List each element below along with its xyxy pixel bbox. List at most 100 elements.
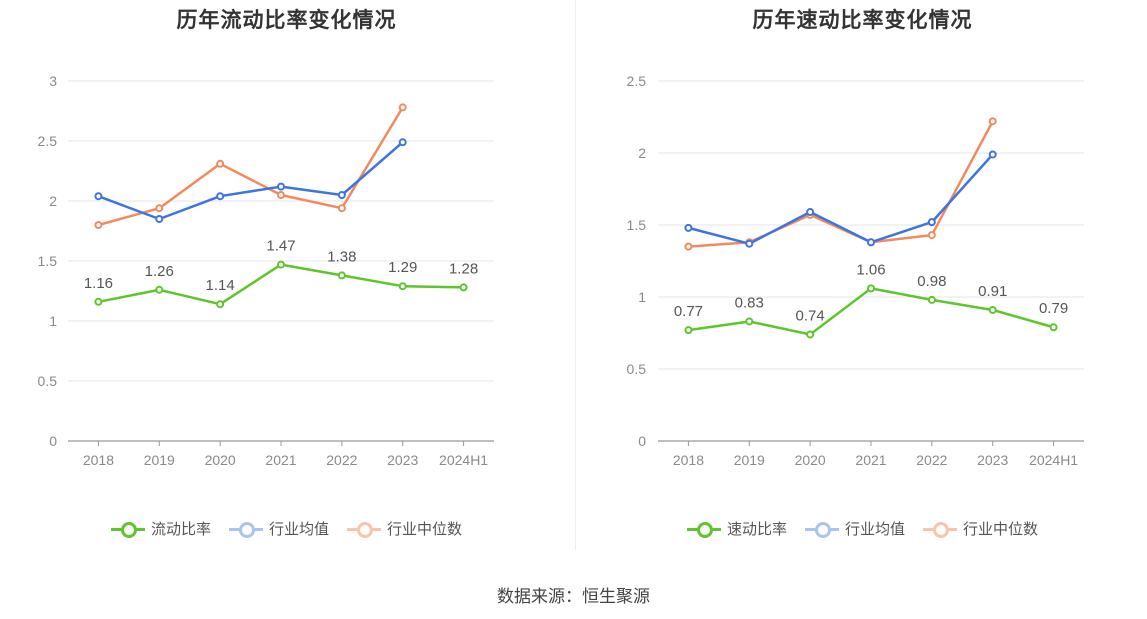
data-point-median <box>398 103 407 112</box>
data-point-avg <box>155 215 164 223</box>
x-tick-label: 2021 <box>265 452 296 468</box>
legend-item-industry-median[interactable]: 行业中位数 <box>347 518 462 539</box>
data-point-median <box>94 221 103 229</box>
x-tick-label: 2022 <box>326 452 357 468</box>
panel-divider <box>575 0 576 550</box>
data-point-main <box>398 282 407 291</box>
current-ratio-chart: 0 0.5 1 1.5 2 2.5 3 2018 2019 2020 2021 2022 2023 202… <box>38 73 494 468</box>
legend-label: 行业均值 <box>844 520 905 538</box>
data-label: 0.77 <box>674 303 703 320</box>
x-tick-label: 2024H1 <box>439 452 488 468</box>
legend-line-circle-icon <box>347 519 381 539</box>
data-point-main <box>216 300 225 309</box>
data-label: 1.16 <box>84 275 113 292</box>
data-point-avg <box>94 192 103 201</box>
quick-ratio-chart: 0 0.5 1 1.5 2 2.5 2018 2019 2020 2021 2022 2023 2024… <box>627 73 1084 468</box>
y-tick-label: 1 <box>49 313 57 329</box>
legend-line-circle-icon <box>110 519 145 539</box>
data-point-main <box>1049 323 1058 332</box>
legend-line-circle-icon <box>923 519 957 539</box>
data-point-median <box>277 191 285 199</box>
data-point-main <box>988 305 997 314</box>
legend-label: 速动比率 <box>726 520 787 538</box>
legend-item-current-ratio[interactable]: 流动比率 <box>110 518 211 539</box>
x-tick-label: 2023 <box>387 452 418 468</box>
legend-label: 流动比率 <box>150 520 211 538</box>
data-point-avg <box>745 239 754 248</box>
legend-item-industry-median[interactable]: 行业中位数 <box>923 518 1038 539</box>
y-tick-label: 2 <box>638 145 646 161</box>
data-point-main <box>337 271 346 280</box>
legend-item-industry-average[interactable]: 行业均值 <box>804 518 905 539</box>
data-label: 1.06 <box>856 261 885 278</box>
x-tick-label: 2022 <box>916 452 947 468</box>
x-tick-label: 2019 <box>144 452 175 468</box>
data-label: 1.26 <box>145 263 174 280</box>
data-point-avg <box>867 238 875 247</box>
data-label: 1.38 <box>327 248 356 265</box>
data-point-main <box>94 297 103 306</box>
data-point-avg <box>806 208 815 217</box>
data-point-main <box>459 283 468 292</box>
y-tick-label: 0 <box>49 433 57 449</box>
y-tick-label: 0.5 <box>38 373 58 389</box>
legend-item-industry-average[interactable]: 行业均值 <box>228 518 329 539</box>
series-line-median <box>98 106 404 227</box>
y-tick-label: 2.5 <box>627 73 647 89</box>
data-point-main <box>927 295 936 304</box>
legend: 流动比率 行业均值 行业中位数 <box>0 518 573 539</box>
y-tick-label: 0.5 <box>627 361 647 377</box>
legend-label: 行业均值 <box>268 520 329 538</box>
x-tick-label: 2023 <box>977 452 1008 468</box>
x-tick-label: 2018 <box>83 452 114 468</box>
data-label: 1.29 <box>388 259 417 276</box>
x-tick-label: 2021 <box>855 452 886 468</box>
data-point-median <box>337 204 346 213</box>
quick-ratio-panel: 历年速动比率变化情况 0 0.5 1 1.5 2 2.5 2018 2019 2020 2021 2… <box>576 0 1147 560</box>
data-point-main <box>745 317 754 326</box>
data-point-main <box>277 260 285 269</box>
legend-line-circle-icon <box>686 519 721 539</box>
legend-line-circle-icon <box>228 519 263 539</box>
data-point-avg <box>927 218 936 227</box>
y-tick-label: 1 <box>638 289 646 305</box>
data-label: 0.79 <box>1039 300 1068 317</box>
data-point-avg <box>277 182 285 191</box>
x-tick-label: 2020 <box>205 452 236 468</box>
y-tick-label: 0 <box>638 433 646 449</box>
current-ratio-panel: 历年流动比率变化情况 0 0.5 1 1.5 2 2.5 3 2018 2019 2020 2021… <box>0 0 573 560</box>
x-tick-label: 2024H1 <box>1029 452 1078 468</box>
legend-line-circle-icon <box>804 519 839 539</box>
series-line-avg <box>97 141 404 221</box>
data-label: 0.98 <box>917 273 946 290</box>
data-point-avg <box>216 192 225 201</box>
data-point-avg <box>988 150 997 159</box>
data-label: 0.91 <box>978 283 1007 300</box>
series-line-avg <box>688 153 994 245</box>
data-point-avg <box>337 191 346 199</box>
series-line-median <box>688 120 994 248</box>
y-tick-label: 2.5 <box>38 133 58 149</box>
chart-title: 历年速动比率变化情况 <box>752 8 973 32</box>
data-point-median <box>155 204 164 213</box>
x-tick-label: 2019 <box>734 452 765 468</box>
legend: 速动比率 行业均值 行业中位数 <box>576 518 1147 539</box>
chart-title: 历年流动比率变化情况 <box>176 8 397 32</box>
data-label: 1.47 <box>266 238 295 255</box>
data-label: 0.74 <box>796 307 825 324</box>
data-point-avg <box>398 138 407 147</box>
data-point-main <box>867 284 875 293</box>
data-point-avg <box>684 223 693 232</box>
data-point-main <box>806 330 815 339</box>
data-label: 1.28 <box>449 260 478 277</box>
y-tick-label: 3 <box>49 73 57 89</box>
data-source: 数据来源：恒生聚源 <box>497 587 650 607</box>
x-tick-label: 2020 <box>795 452 826 468</box>
data-point-median <box>927 231 936 240</box>
data-point-median <box>684 242 693 251</box>
data-point-main <box>155 285 164 294</box>
data-point-main <box>684 326 693 335</box>
legend-item-quick-ratio[interactable]: 速动比率 <box>686 518 787 539</box>
y-tick-label: 1.5 <box>38 253 58 269</box>
x-tick-label: 2018 <box>673 452 704 468</box>
